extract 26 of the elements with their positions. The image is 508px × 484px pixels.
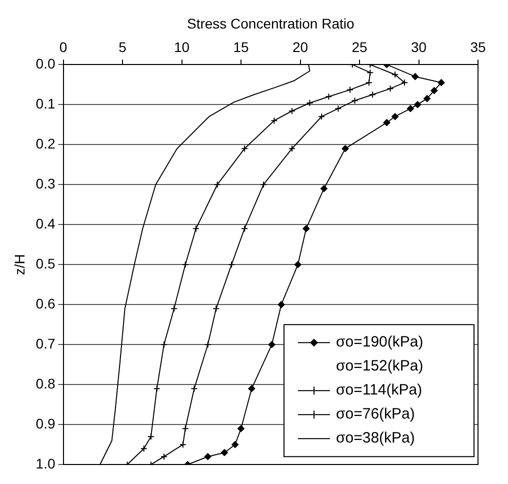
y-tick-label: 0.9 [36, 415, 56, 432]
y-tick-label: 0.4 [36, 215, 56, 232]
legend-label: σo=190(kPa) [336, 334, 424, 351]
x-tick-label: 20 [292, 39, 308, 56]
legend-label: σo=114(kPa) [336, 382, 422, 399]
x-tick-label: 35 [470, 39, 486, 56]
x-tick-label: 25 [352, 39, 368, 56]
y-tick-label: 0.8 [36, 375, 56, 392]
y-tick-label: 0.0 [36, 55, 56, 72]
y-tick-label: 0.2 [36, 135, 56, 152]
y-tick-label: 1.0 [36, 455, 56, 472]
legend-label: σo=38(kPa) [336, 430, 415, 447]
y-axis-title: z/H [11, 254, 28, 276]
x-tick-label: 15 [233, 39, 250, 56]
y-tick-label: 0.1 [36, 95, 56, 112]
x-tick-label: 5 [118, 39, 127, 56]
legend-label: σo=76(kPa) [336, 406, 415, 423]
x-axis-title: Stress Concentration Ratio [186, 15, 354, 32]
x-tick-label: 10 [174, 39, 190, 56]
y-tick-label: 0.5 [36, 255, 56, 272]
text: σo=152(kPa) [336, 358, 424, 375]
x-tick-label: 30 [410, 39, 427, 56]
x-tick-label: 0 [59, 39, 68, 56]
y-tick-label: 0.7 [36, 335, 56, 352]
y-tick-label: 0.3 [36, 175, 56, 192]
y-tick-label: 0.6 [36, 295, 56, 312]
